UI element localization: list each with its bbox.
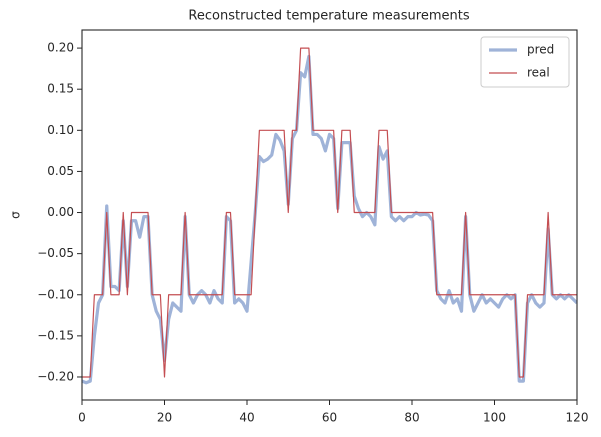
y-tick-label: −0.20 xyxy=(37,369,74,383)
y-tick-label: 0.10 xyxy=(47,123,74,137)
x-tick-label: 80 xyxy=(404,411,419,425)
series-line xyxy=(82,47,577,378)
y-tick-label: −0.10 xyxy=(37,287,74,301)
y-tick-label: 0.00 xyxy=(47,205,74,219)
x-tick-label: 120 xyxy=(566,411,589,425)
y-axis-label: σ xyxy=(9,211,23,219)
x-tick-label: 100 xyxy=(483,411,506,425)
y-tick-label: 0.15 xyxy=(47,82,74,96)
x-tick-label: 0 xyxy=(78,411,86,425)
x-tick-label: 40 xyxy=(239,411,254,425)
legend-box xyxy=(480,36,570,88)
y-tick-label: −0.05 xyxy=(37,246,74,260)
legend-label: pred xyxy=(527,43,554,57)
plot-frame xyxy=(81,29,578,401)
y-tick-label: 0.20 xyxy=(47,41,74,55)
chart-title: Reconstructed temperature measurements xyxy=(188,9,469,24)
y-tick-label: −0.15 xyxy=(37,328,74,342)
x-tick-label: 20 xyxy=(157,411,172,425)
series-line xyxy=(82,54,577,385)
legend-label: real xyxy=(527,66,550,80)
x-tick-label: 60 xyxy=(322,411,337,425)
y-tick-label: 0.05 xyxy=(47,164,74,178)
